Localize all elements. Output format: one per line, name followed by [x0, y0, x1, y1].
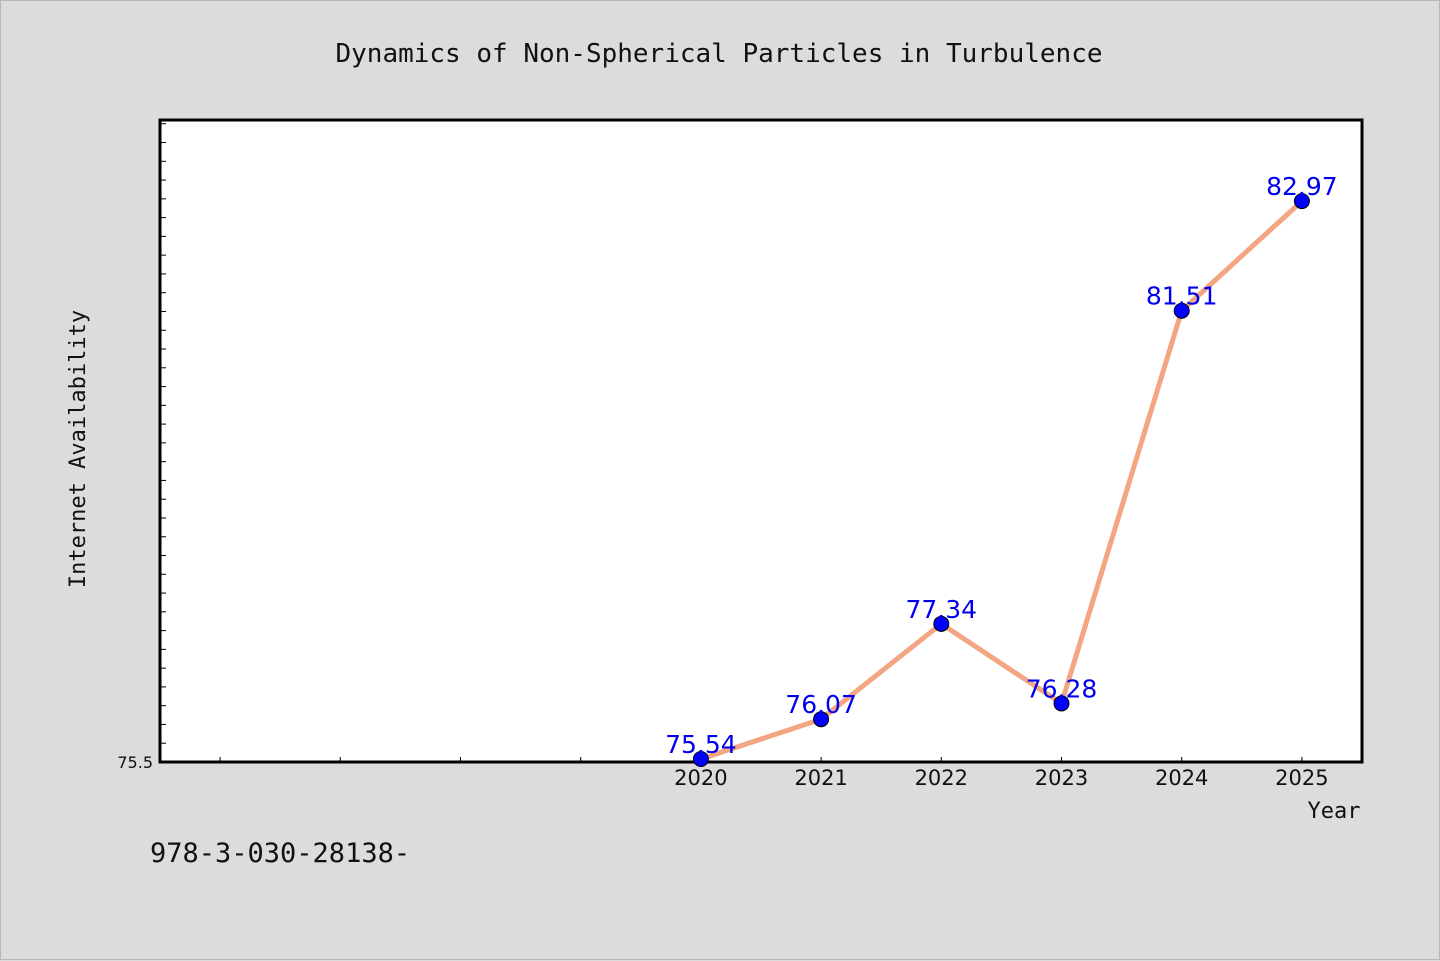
footer-code: 978-3-030-28138- [150, 838, 410, 869]
data-label: 75.54 [665, 730, 737, 759]
series-group: 75.54 76.07 77.34 76.28 81.51 82.97 [665, 172, 1338, 767]
x-tick-label: 2021 [794, 766, 847, 790]
data-label: 81.51 [1146, 282, 1218, 311]
data-point [933, 615, 950, 632]
data-point [813, 711, 830, 728]
x-axis-ticks: 2020 2021 2022 2023 2024 2025 [219, 757, 1329, 790]
y-axis-label: Internet Availability [66, 310, 91, 588]
y-axis-ticks: 75.5 [117, 123, 166, 772]
chart-title: Dynamics of Non-Spherical Particles in T… [335, 39, 1102, 69]
data-label: 76.07 [785, 690, 857, 719]
data-point [1173, 302, 1190, 319]
x-tick-label: 2023 [1035, 766, 1088, 790]
y-tick-label: 75.5 [117, 753, 153, 772]
x-tick-label: 2024 [1155, 766, 1208, 790]
x-tick-label: 2025 [1275, 766, 1328, 790]
x-tick-label: 2020 [674, 766, 727, 790]
data-point [1053, 695, 1070, 712]
data-label: 82.97 [1266, 172, 1338, 201]
data-label: 77.34 [906, 595, 978, 624]
data-point [1293, 193, 1310, 210]
data-label: 76.28 [1026, 674, 1098, 703]
data-point [692, 750, 709, 767]
plot-area [158, 118, 1364, 764]
x-axis-label: Year [1308, 799, 1361, 824]
series-line [700, 199, 1304, 762]
x-tick-label: 2022 [915, 766, 968, 790]
